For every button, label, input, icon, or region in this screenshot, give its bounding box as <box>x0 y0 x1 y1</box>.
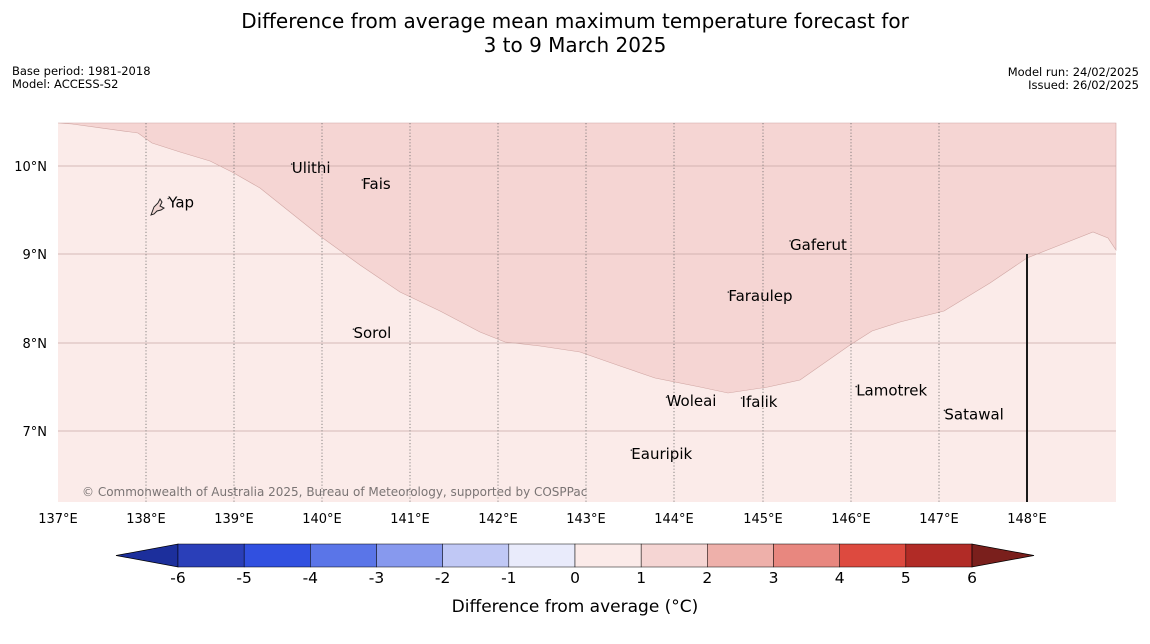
lon-tick-label: 148°E <box>1007 512 1047 527</box>
colorbar-swatch <box>640 543 708 568</box>
place-marker <box>630 449 633 451</box>
colorbar-swatch <box>574 543 642 568</box>
colorbar-tick-label: -2 <box>435 569 450 587</box>
place-label: Lamotrek <box>856 382 927 400</box>
colorbar-label: Difference from average (°C) <box>452 597 699 617</box>
place-label: Satawal <box>944 405 1003 423</box>
place-labels: Yap Ulithi Fais Gaferut Faraulep Sorol Lamotre… <box>167 159 1004 463</box>
place-marker <box>855 385 858 388</box>
base-period: Base period: 1981-2018 <box>12 64 151 78</box>
meta-right: Model run: 24/02/2025 Issued: 26/02/2025 <box>1008 66 1139 92</box>
place-marker <box>789 240 791 242</box>
lat-tick-labels: 10°N 9°N 8°N 7°N <box>14 160 47 440</box>
place-marker <box>943 409 946 412</box>
colorbar-swatch <box>508 543 576 568</box>
map-panel <box>57 122 1117 502</box>
lon-tick-label: 138°E <box>126 512 166 527</box>
colorbar-tick-label: -3 <box>369 569 384 587</box>
lon-tick-label: 142°E <box>478 512 518 527</box>
colorbar-swatch <box>905 543 973 568</box>
place-label: Woleai <box>667 392 717 410</box>
colorbar: -6 -5 -4 -3 -2 -1 0 1 2 3 4 5 6 <box>115 543 1035 587</box>
lon-tick-label: 144°E <box>654 512 694 527</box>
colorbar-tick-label: 6 <box>967 569 977 587</box>
lon-tick-label: 137°E <box>38 512 78 527</box>
place-marker <box>740 397 743 399</box>
lon-tick-label: 139°E <box>214 512 254 527</box>
place-label: Yap <box>167 194 194 212</box>
lon-tick-label: 140°E <box>302 512 342 527</box>
place-marker <box>727 291 730 293</box>
lon-tick-label: 143°E <box>566 512 606 527</box>
copyright-text: © Commonwealth of Australia 2025, Bureau… <box>82 485 587 499</box>
place-label: Ifalik <box>742 393 778 411</box>
place-label: Gaferut <box>790 236 847 254</box>
colorbar-swatch <box>442 543 510 568</box>
lat-tick-label: 8°N <box>23 337 48 352</box>
model-name: Model: ACCESS-S2 <box>12 77 119 91</box>
colorbar-tick-label: -4 <box>303 569 318 587</box>
model-run: Model run: 24/02/2025 <box>1007 65 1139 79</box>
title-line-2: 3 to 9 March 2025 <box>483 33 667 57</box>
lon-tick-labels: 137°E 138°E 139°E 140°E 141°E 142°E 143°… <box>38 512 1047 527</box>
place-marker <box>352 328 355 330</box>
colorbar-tick-label: -5 <box>236 569 251 587</box>
colorbar-tick-label: 1 <box>636 569 646 587</box>
lon-tick-label: 145°E <box>743 512 783 527</box>
colorbar-swatch <box>310 543 377 568</box>
lon-gridlines <box>145 123 940 502</box>
place-label: Sorol <box>353 324 391 342</box>
lon-tick-label: 141°E <box>390 512 430 527</box>
colorbar-swatch <box>177 543 245 568</box>
yap-island-outline <box>150 198 165 216</box>
colorbar-tick-label: 4 <box>835 569 845 587</box>
colorbar-swatch <box>839 543 907 568</box>
lon-tick-label: 147°E <box>919 512 959 527</box>
colorbar-swatch <box>376 543 443 568</box>
lon-tick-label: 146°E <box>831 512 871 527</box>
colorbar-tick-label: 3 <box>769 569 779 587</box>
colorbar-tick-label: 2 <box>702 569 712 587</box>
place-marker <box>290 163 293 165</box>
colorbar-tick-label: -6 <box>170 569 185 587</box>
place-label: Faraulep <box>728 287 792 305</box>
lat-tick-label: 7°N <box>23 425 48 440</box>
colorbar-swatch <box>707 543 774 568</box>
colorbar-extend-high <box>971 543 1035 568</box>
place-label: Fais <box>362 175 391 193</box>
colorbar-tick-label: 5 <box>901 569 911 587</box>
place-label: Ulithi <box>292 159 331 177</box>
lat-tick-label: 10°N <box>14 160 47 175</box>
issued-date: Issued: 26/02/2025 <box>1028 78 1139 92</box>
meta-left: Base period: 1981-2018 Model: ACCESS-S2 <box>12 65 151 91</box>
colorbar-swatch <box>243 543 311 568</box>
place-marker <box>665 396 668 398</box>
place-marker <box>361 179 364 181</box>
title-line-1: Difference from average mean maximum tem… <box>241 9 909 33</box>
lat-tick-label: 9°N <box>23 248 48 263</box>
place-label: Eauripik <box>631 445 692 463</box>
colorbar-tick-label: -1 <box>501 569 516 587</box>
colorbar-swatch <box>773 543 840 568</box>
colorbar-tick-label: 0 <box>570 569 580 587</box>
colorbar-extend-low <box>115 543 179 568</box>
place-marker <box>167 197 170 200</box>
